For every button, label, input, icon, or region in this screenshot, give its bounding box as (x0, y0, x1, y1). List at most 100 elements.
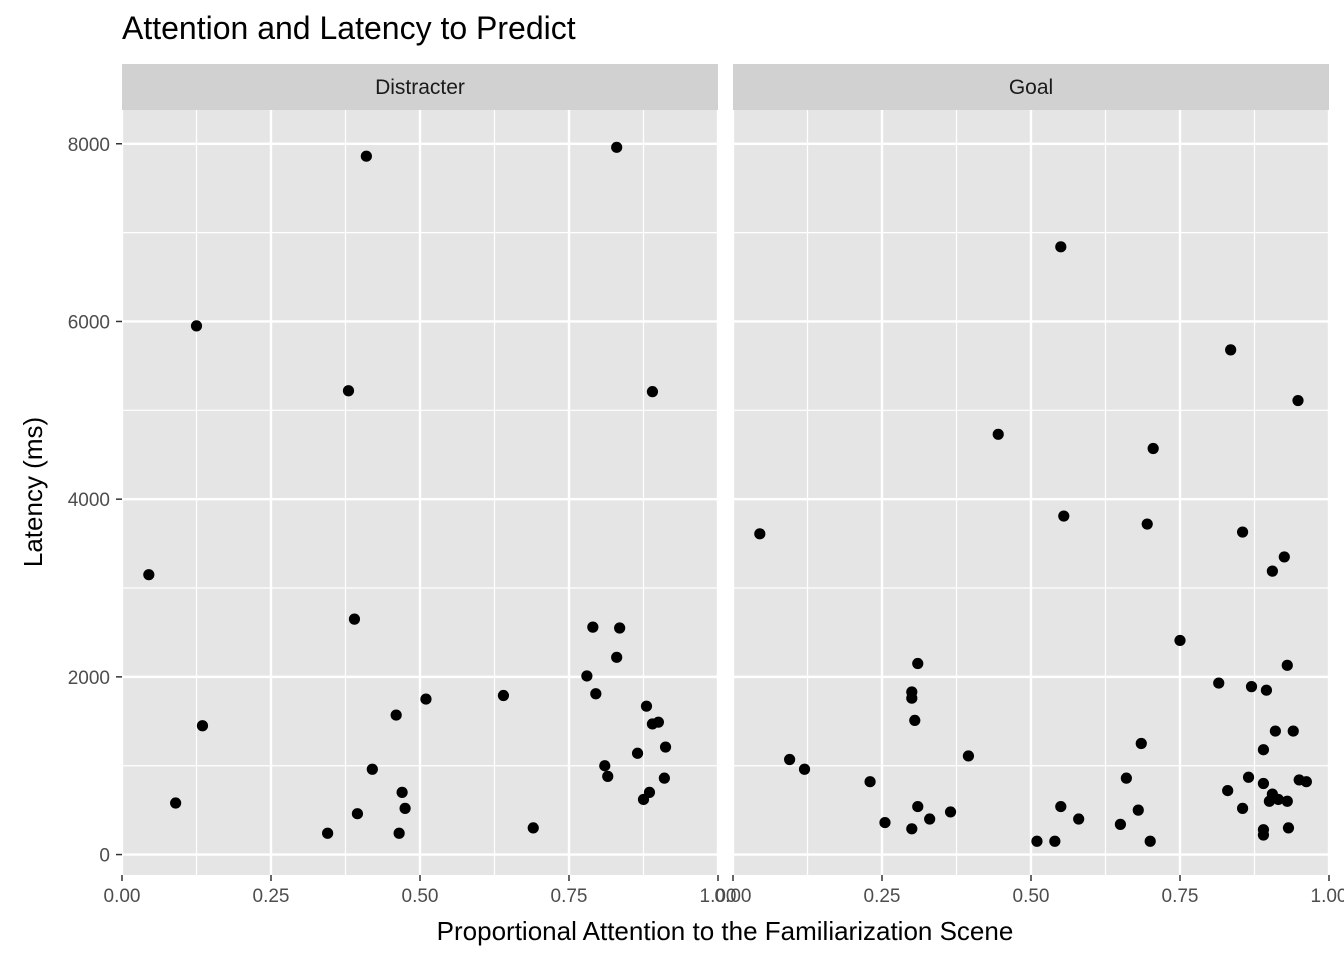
data-point (1281, 795, 1293, 807)
data-point (924, 813, 936, 825)
data-point (1245, 681, 1258, 693)
data-point (944, 806, 957, 818)
data-point (196, 720, 209, 732)
data-point (640, 700, 653, 712)
data-point (1213, 677, 1225, 689)
data-point (322, 827, 334, 839)
facet-strip (733, 64, 1329, 110)
data-point (1272, 793, 1284, 806)
data-point (614, 622, 626, 634)
data-point (1242, 771, 1255, 783)
data-point (1114, 818, 1126, 830)
facet-label: Goal (1009, 76, 1053, 99)
x-axis-title: Proportional Attention to the Familiariz… (437, 916, 1014, 946)
data-point (602, 770, 614, 782)
data-point (1266, 565, 1278, 577)
data-point (646, 386, 659, 398)
data-point (1049, 835, 1061, 847)
data-point (906, 692, 918, 704)
data-point (1031, 835, 1043, 847)
data-point (1236, 802, 1249, 814)
data-point (590, 688, 602, 700)
data-point (1292, 394, 1304, 407)
data-point (1287, 725, 1299, 737)
data-point (1257, 777, 1270, 790)
y-tick-label: 6000 (68, 312, 110, 333)
data-point (399, 802, 411, 814)
data-point (342, 385, 355, 397)
data-point (1132, 804, 1144, 816)
data-point (497, 689, 510, 702)
data-point (658, 772, 670, 784)
data-point (643, 786, 656, 798)
data-point (611, 141, 623, 153)
data-point (170, 797, 182, 809)
data-point (527, 822, 539, 834)
data-point (798, 763, 811, 775)
data-point (906, 823, 918, 835)
x-tick-label: 0.75 (1162, 886, 1199, 907)
data-point (1269, 725, 1281, 737)
facet-distracter: Distracter 0.00 0.25 0.50 0.75 1.00 0 2000 4000 6… (68, 64, 737, 907)
data-point (1222, 784, 1234, 797)
data-point (1055, 800, 1067, 813)
x-tick-label: 0.50 (1013, 886, 1050, 907)
data-point (1147, 442, 1159, 455)
data-point (1300, 776, 1312, 788)
data-point (420, 693, 432, 705)
y-tick-label: 0 (99, 846, 110, 867)
data-point (1282, 822, 1295, 834)
x-tick-label: 0.25 (253, 886, 290, 907)
x-tick-label: 0.50 (402, 886, 439, 907)
x-tick-label: 0.00 (715, 886, 752, 907)
data-point (912, 800, 924, 813)
data-point (1257, 744, 1270, 756)
data-point (1073, 813, 1085, 825)
data-point (1174, 634, 1186, 647)
data-point (587, 621, 599, 633)
data-point (992, 428, 1004, 440)
data-point (1260, 684, 1273, 696)
chart-title: Attention and Latency to Predict (122, 10, 576, 46)
data-point (784, 753, 796, 766)
data-point (143, 569, 155, 581)
facet-label: Distracter (375, 76, 465, 99)
x-tick-label: 1.00 (1311, 886, 1344, 907)
data-point (1144, 835, 1156, 847)
data-point (1058, 510, 1070, 522)
x-tick-label: 0.25 (864, 886, 901, 907)
data-point (962, 750, 975, 762)
data-point (1278, 551, 1290, 563)
data-point (611, 651, 623, 663)
data-point (659, 741, 672, 753)
data-point (348, 613, 361, 625)
data-point (1225, 344, 1237, 356)
data-point (1257, 829, 1270, 841)
data-point (1055, 241, 1067, 253)
data-point (631, 747, 644, 759)
x-tick-label: 1.00 (700, 886, 737, 907)
data-point (909, 714, 921, 727)
facet-panels: Distracter 0.00 0.25 0.50 0.75 1.00 0 2000 4000 6… (68, 64, 1344, 907)
data-point (351, 808, 364, 820)
x-tick-label: 0.75 (551, 886, 588, 907)
y-tick-label: 2000 (68, 668, 110, 689)
facet-strip (122, 64, 718, 110)
data-point (879, 816, 891, 829)
y-tick-label: 8000 (68, 135, 110, 156)
data-point (190, 320, 203, 332)
data-point (1141, 518, 1153, 530)
x-tick-label: 0.00 (104, 886, 141, 907)
data-point (599, 760, 611, 772)
data-point (1135, 737, 1147, 750)
data-point (360, 150, 372, 162)
data-point (864, 776, 876, 788)
data-point (366, 763, 378, 775)
data-point (581, 670, 593, 682)
data-point (912, 657, 924, 670)
y-axis-title: Latency (ms) (18, 417, 48, 567)
data-point (396, 786, 408, 798)
data-point (390, 709, 402, 721)
data-point (1120, 772, 1132, 784)
